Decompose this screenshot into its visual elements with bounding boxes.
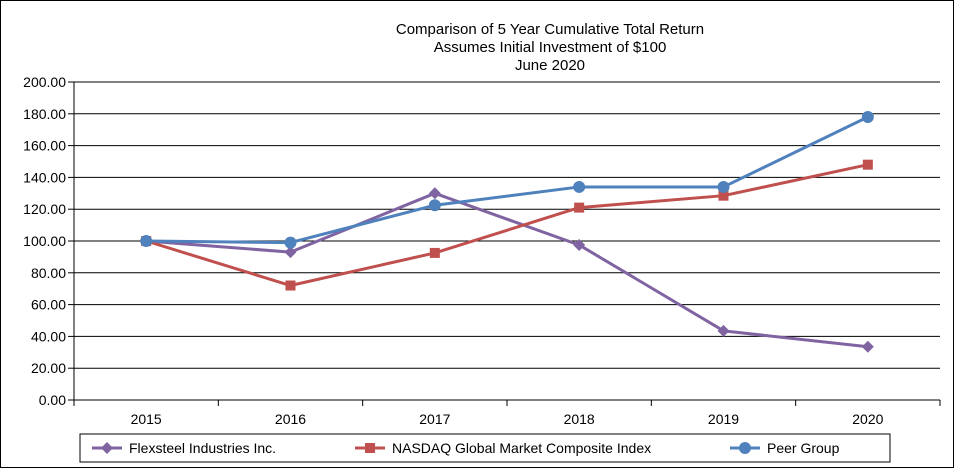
data-point-2-2015 (140, 235, 153, 247)
y-tick-label-9: 180.00 (23, 106, 66, 122)
data-point-2-2017 (428, 199, 441, 212)
series-lines (140, 110, 874, 353)
legend-item-0: Flexsteel Industries Inc. (92, 440, 276, 456)
legend-marker-1 (365, 443, 375, 453)
data-point-0-2020 (861, 340, 874, 353)
data-point-0-2018 (573, 238, 586, 251)
x-tick-label-2019: 2019 (708, 411, 739, 427)
data-point-0-2019 (717, 324, 730, 337)
legend-item-2: Peer Group (730, 440, 840, 456)
y-tick-label-3: 60.00 (31, 297, 66, 313)
axes (73, 82, 941, 406)
x-tick-label-2020: 2020 (852, 411, 883, 427)
y-tick-label-4: 80.00 (31, 265, 66, 281)
x-tick-label-2018: 2018 (564, 411, 595, 427)
data-point-1-2019 (718, 190, 729, 201)
chart-title-line-1: Comparison of 5 Year Cumulative Total Re… (396, 21, 704, 38)
data-point-0-2017 (428, 187, 441, 200)
y-tick-label-0: 0.00 (39, 392, 66, 408)
series-2 (140, 110, 874, 249)
y-tick-label-1: 20.00 (31, 360, 66, 376)
legend-label-2: Peer Group (767, 440, 840, 456)
series-line-0 (146, 191, 868, 349)
legend-marker-2 (739, 442, 751, 454)
series-0 (140, 187, 874, 353)
series-line-2 (146, 115, 869, 245)
data-point-0-2016 (284, 246, 297, 259)
data-point-2-2016 (284, 236, 297, 249)
legend: Flexsteel Industries Inc. NASDAQ Global M… (79, 433, 891, 463)
data-point-2-2019 (717, 180, 730, 193)
y-tick-label-7: 140.00 (23, 169, 66, 185)
data-point-1-2018 (574, 202, 585, 213)
chart-title-line-2: Assumes Initial Investment of $100 (434, 39, 667, 56)
data-point-2-2018 (573, 180, 586, 193)
data-point-1-2020 (862, 159, 873, 170)
y-tick-label-5: 100.00 (23, 233, 66, 249)
x-tick-label-2015: 2015 (131, 411, 162, 427)
y-tick-label-8: 160.00 (23, 138, 66, 154)
gridlines (68, 81, 940, 401)
series-line-1 (145, 163, 869, 288)
x-tick-label-2016: 2016 (275, 411, 306, 427)
legend-item-1: NASDAQ Global Market Composite Index (355, 440, 651, 456)
series-1 (141, 159, 873, 291)
y-tick-label-6: 120.00 (23, 201, 66, 217)
x-tick-label-2017: 2017 (419, 411, 450, 427)
legend-marker-0 (101, 442, 113, 454)
x-axis-tick-labels: 2015 2016 2017 2018 2019 2020 (131, 411, 884, 427)
y-axis-tick-labels: 0.00 20.00 40.00 60.00 80.00 100.00 120.00 140.… (23, 74, 66, 408)
legend-label-1: NASDAQ Global Market Composite Index (392, 440, 651, 456)
y-tick-label-10: 200.00 (23, 74, 66, 90)
chart-title: Comparison of 5 Year Cumulative Total Re… (396, 21, 704, 74)
y-tick-label-2: 40.00 (31, 328, 66, 344)
data-point-2-2020 (861, 110, 874, 123)
data-point-1-2017 (429, 247, 440, 258)
legend-label-0: Flexsteel Industries Inc. (129, 440, 276, 456)
data-point-1-2016 (285, 280, 296, 291)
chart-title-line-3: June 2020 (515, 57, 585, 74)
